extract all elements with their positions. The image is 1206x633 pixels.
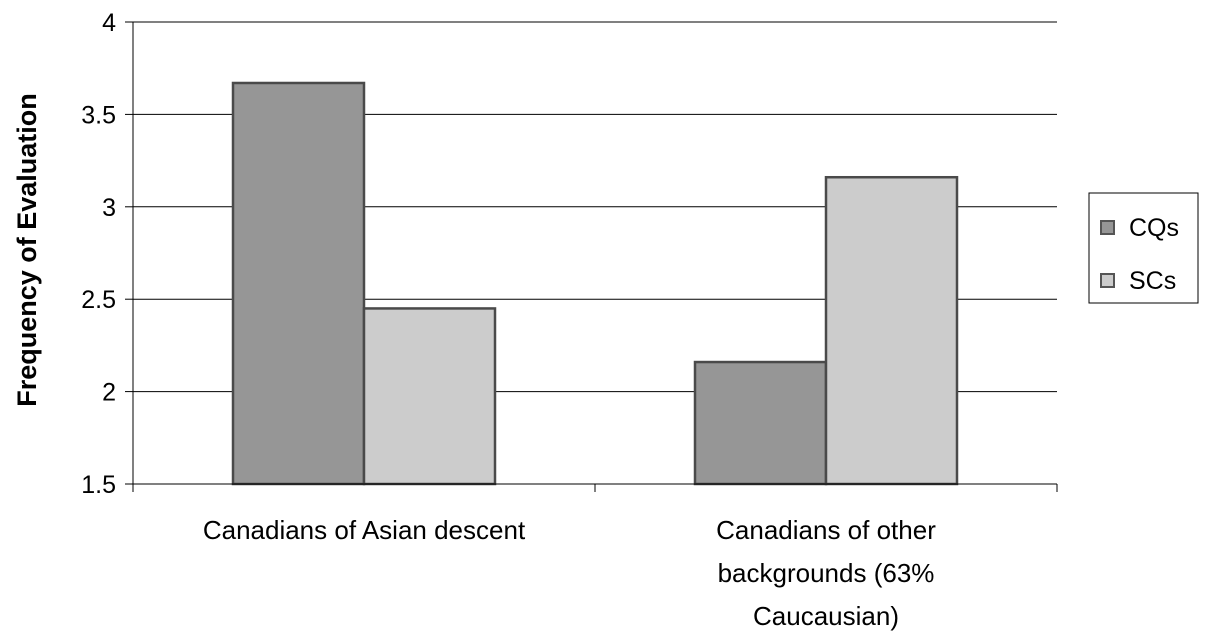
legend-swatch-scs	[1100, 273, 1115, 288]
x-category-label: Canadians of other	[716, 515, 936, 545]
y-tick-labels: 1.5 2 2.5 3 3.5 4	[81, 9, 116, 499]
x-category-label: Canadians of Asian descent	[203, 515, 526, 545]
bars	[231, 81, 959, 486]
bar-cqs	[231, 81, 366, 486]
y-tick-label: 4	[102, 9, 116, 37]
y-tick-label: 1.5	[81, 471, 116, 499]
y-tick-label: 2	[102, 379, 116, 407]
legend-swatch-cqs	[1100, 220, 1115, 235]
axes	[125, 21, 1058, 492]
y-tick-label: 3.5	[81, 101, 116, 129]
legend: CQs SCs	[1088, 192, 1199, 304]
bar-scs	[362, 307, 497, 486]
x-category-labels: Canadians of Asian descent Canadians of o…	[203, 515, 936, 631]
bar-scs	[824, 175, 959, 486]
x-category-label: backgrounds (63%	[718, 558, 935, 588]
y-tick-label: 3	[102, 194, 116, 222]
y-tick-label: 2.5	[81, 286, 116, 314]
legend-label-scs: SCs	[1129, 267, 1176, 295]
y-axis-title: Frequency of Evaluation	[12, 93, 42, 407]
legend-label-cqs: CQs	[1129, 214, 1179, 242]
bar-cqs	[693, 360, 828, 486]
x-category-label: Caucausian)	[753, 601, 899, 631]
